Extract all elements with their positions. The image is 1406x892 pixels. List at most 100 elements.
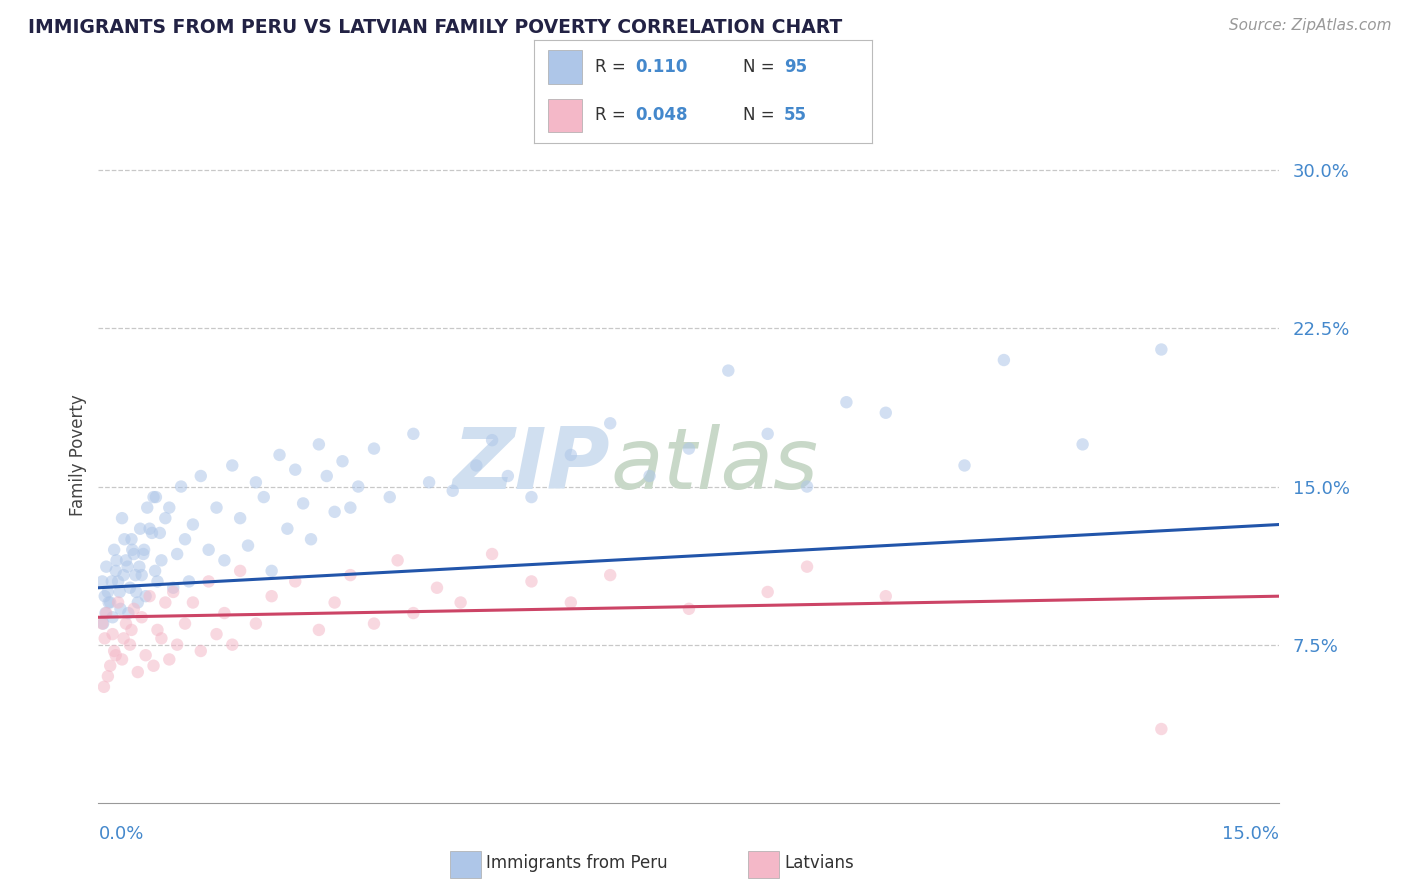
Point [308, 437, 330, 451]
Point [166, 547, 188, 561]
Point [332, 454, 354, 468]
Point [450, 595, 472, 609]
Point [229, 564, 252, 578]
Point [363, 616, 385, 631]
Point [94, 606, 117, 620]
Point [315, 469, 337, 483]
Point [91, 574, 114, 589]
Point [402, 426, 425, 441]
Point [441, 483, 464, 498]
Point [157, 500, 180, 515]
Point [347, 479, 370, 493]
Point [481, 547, 503, 561]
Point [1150, 343, 1173, 357]
Point [127, 665, 149, 679]
Point [638, 469, 661, 483]
Point [717, 363, 740, 377]
Point [132, 542, 155, 557]
Point [284, 463, 307, 477]
Point [149, 525, 172, 540]
Point [181, 517, 204, 532]
Point [97, 669, 120, 683]
Point [496, 469, 519, 483]
Point [93, 680, 115, 694]
Point [117, 606, 139, 620]
Text: N =: N = [744, 106, 780, 124]
Point [162, 585, 184, 599]
Point [481, 433, 503, 447]
Point [245, 616, 267, 631]
Point [835, 395, 858, 409]
Point [98, 595, 121, 609]
Point [378, 490, 401, 504]
Text: Immigrants from Peru: Immigrants from Peru [486, 854, 668, 872]
Point [146, 623, 169, 637]
Point [124, 568, 146, 582]
Point [402, 606, 425, 620]
Point [146, 574, 169, 589]
Point [363, 442, 385, 456]
Point [756, 426, 779, 441]
Point [236, 539, 259, 553]
Point [128, 559, 150, 574]
Point [150, 632, 173, 646]
Point [121, 533, 143, 547]
Text: 15.0%: 15.0% [1222, 825, 1279, 843]
Text: 95: 95 [785, 58, 807, 76]
Point [796, 559, 818, 574]
Point [339, 568, 361, 582]
Point [229, 511, 252, 525]
Text: Latvians: Latvians [785, 854, 855, 872]
Point [107, 595, 129, 609]
Point [323, 505, 346, 519]
Point [108, 585, 131, 599]
Point [276, 522, 298, 536]
Point [155, 511, 177, 525]
Point [104, 564, 127, 578]
Text: R =: R = [595, 58, 631, 76]
Point [253, 490, 276, 504]
Point [93, 589, 115, 603]
Point [112, 533, 135, 547]
Point [145, 490, 167, 504]
Text: Source: ZipAtlas.com: Source: ZipAtlas.com [1229, 18, 1392, 33]
Point [221, 638, 243, 652]
Text: 0.110: 0.110 [636, 58, 688, 76]
Point [292, 496, 315, 510]
Point [269, 448, 291, 462]
Point [136, 500, 159, 515]
Point [214, 606, 236, 620]
Point [118, 638, 141, 652]
Point [118, 581, 141, 595]
Point [205, 500, 228, 515]
Point [131, 610, 153, 624]
Point [190, 644, 212, 658]
Point [110, 602, 132, 616]
Point [98, 658, 121, 673]
Point [129, 522, 152, 536]
Point [103, 644, 125, 658]
Point [197, 542, 219, 557]
Text: IMMIGRANTS FROM PERU VS LATVIAN FAMILY POVERTY CORRELATION CHART: IMMIGRANTS FROM PERU VS LATVIAN FAMILY P… [28, 18, 842, 37]
Point [162, 581, 184, 595]
Bar [450, 851, 481, 878]
Point [245, 475, 267, 490]
Point [101, 627, 124, 641]
Text: N =: N = [744, 58, 780, 76]
Point [387, 553, 409, 567]
Point [308, 623, 330, 637]
Point [299, 533, 322, 547]
Point [111, 652, 134, 666]
Point [599, 417, 621, 431]
Point [131, 568, 153, 582]
Text: R =: R = [595, 106, 631, 124]
Point [157, 652, 180, 666]
Point [138, 522, 160, 536]
Point [170, 479, 193, 493]
Point [323, 595, 346, 609]
Text: atlas: atlas [610, 424, 818, 507]
Point [112, 632, 135, 646]
Point [117, 559, 139, 574]
Text: 55: 55 [785, 106, 807, 124]
Point [174, 616, 197, 631]
